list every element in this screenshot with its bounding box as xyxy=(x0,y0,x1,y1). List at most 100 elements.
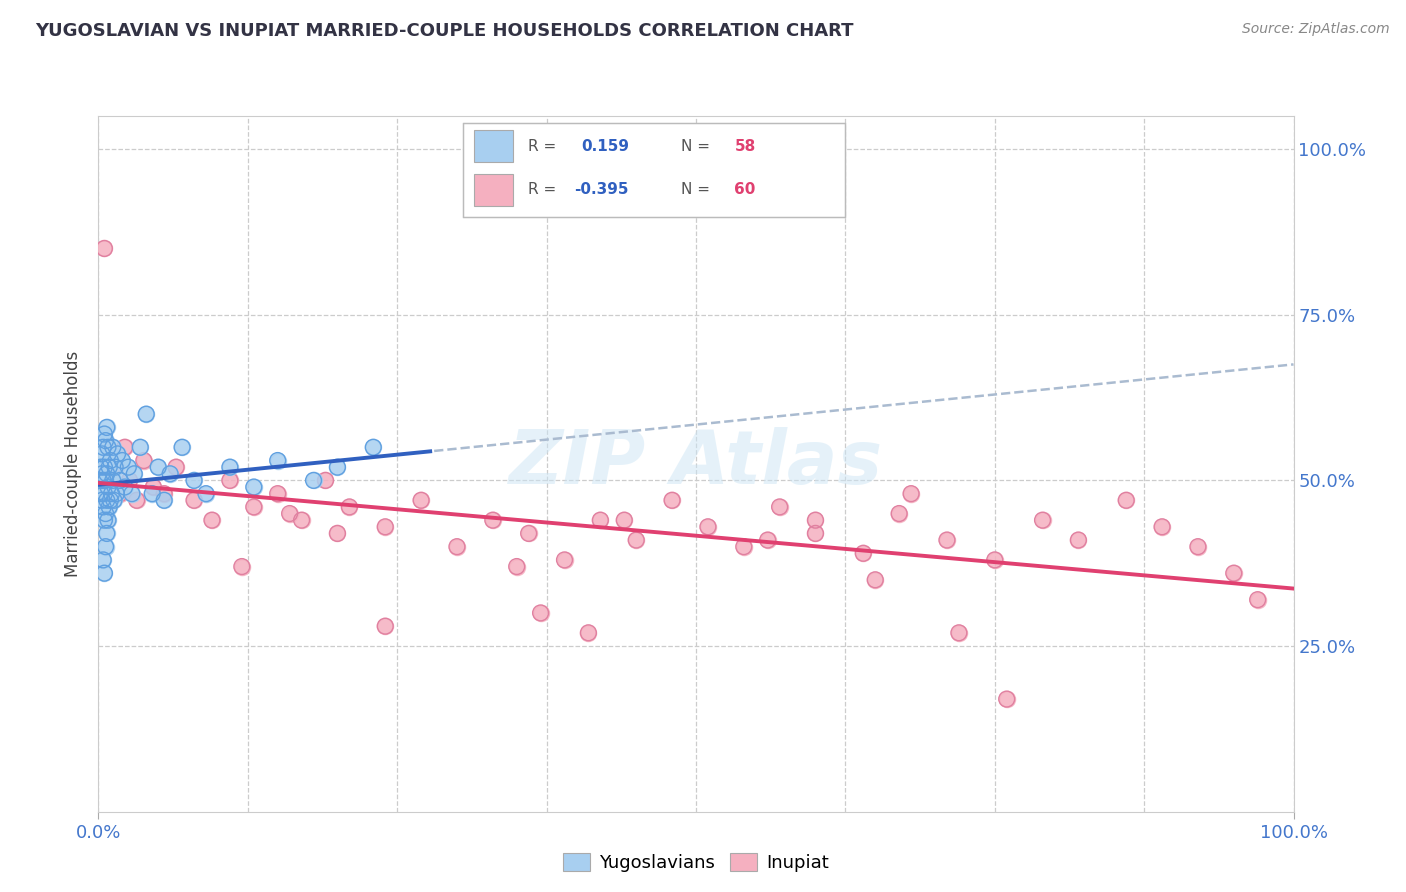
Point xyxy=(517,526,540,541)
Point xyxy=(446,540,468,554)
Point xyxy=(94,540,117,554)
Point xyxy=(278,507,301,521)
Point xyxy=(98,500,121,514)
Point xyxy=(1222,566,1246,581)
Point xyxy=(804,513,827,527)
Point xyxy=(101,474,124,488)
Point xyxy=(1246,592,1268,607)
Point xyxy=(326,460,349,475)
Point xyxy=(93,242,115,256)
Point xyxy=(863,573,887,587)
Point xyxy=(517,526,540,541)
Point xyxy=(291,513,314,527)
Point xyxy=(756,533,779,547)
Point xyxy=(1067,533,1090,547)
Point xyxy=(159,467,181,481)
Point xyxy=(315,474,337,488)
Point xyxy=(108,486,131,500)
Point xyxy=(91,447,114,461)
Point xyxy=(93,460,115,475)
Point xyxy=(107,447,129,461)
Point xyxy=(105,486,128,500)
Point xyxy=(291,513,314,527)
Point xyxy=(302,474,325,488)
Point xyxy=(339,500,360,514)
Point xyxy=(98,493,122,508)
Point xyxy=(995,692,1018,706)
Point xyxy=(108,474,131,488)
Point xyxy=(103,493,125,508)
Point xyxy=(141,486,163,500)
Point xyxy=(91,460,114,475)
Point xyxy=(219,474,242,488)
Point xyxy=(142,480,165,494)
Point xyxy=(89,474,111,488)
Point xyxy=(91,440,114,454)
Point xyxy=(446,540,468,554)
Point xyxy=(529,606,551,620)
Point xyxy=(103,493,125,508)
Point xyxy=(697,520,720,534)
Point xyxy=(936,533,959,547)
Point xyxy=(1032,513,1054,527)
Point xyxy=(97,480,120,494)
Point xyxy=(125,493,148,508)
Point xyxy=(804,526,827,541)
Point xyxy=(93,566,115,581)
Point xyxy=(118,474,141,488)
Point xyxy=(98,460,121,475)
Point xyxy=(97,513,120,527)
Point xyxy=(117,460,139,475)
Point xyxy=(267,453,290,467)
Point xyxy=(142,480,165,494)
Point xyxy=(613,513,636,527)
Point xyxy=(93,486,115,500)
Point xyxy=(661,493,683,508)
Point xyxy=(984,553,1007,567)
Point xyxy=(93,427,115,442)
Point xyxy=(100,486,122,500)
Point xyxy=(97,513,120,527)
Point xyxy=(626,533,648,547)
Point xyxy=(481,513,505,527)
Point xyxy=(1115,493,1137,508)
Point xyxy=(411,493,433,508)
Point xyxy=(201,513,224,527)
Point xyxy=(1150,520,1173,534)
Point xyxy=(768,500,790,514)
Point xyxy=(111,453,134,467)
Point xyxy=(101,474,124,488)
Point xyxy=(90,460,112,475)
Point xyxy=(733,540,755,554)
Point xyxy=(96,420,118,434)
Point xyxy=(576,625,599,640)
Point xyxy=(554,553,576,567)
Point xyxy=(91,500,114,514)
Point xyxy=(94,507,117,521)
Point xyxy=(302,474,325,488)
Point xyxy=(98,493,122,508)
Y-axis label: Married-couple Households: Married-couple Households xyxy=(65,351,83,577)
Legend: Yugoslavians, Inupiat: Yugoslavians, Inupiat xyxy=(557,846,835,880)
Point xyxy=(626,533,648,547)
Point xyxy=(96,493,118,508)
Point xyxy=(481,513,505,527)
Point xyxy=(96,526,118,541)
Point xyxy=(804,526,827,541)
Point xyxy=(91,474,114,488)
Point xyxy=(165,460,187,475)
Point xyxy=(90,460,112,475)
Point xyxy=(101,440,124,454)
Point xyxy=(129,440,152,454)
Point xyxy=(98,460,121,475)
Point xyxy=(124,467,146,481)
Point xyxy=(101,474,124,488)
Point xyxy=(852,546,875,560)
Point xyxy=(219,460,242,475)
Point xyxy=(243,480,266,494)
Point xyxy=(900,486,922,500)
Point xyxy=(576,625,599,640)
Point xyxy=(589,513,612,527)
Point xyxy=(93,460,115,475)
Point xyxy=(100,486,122,500)
